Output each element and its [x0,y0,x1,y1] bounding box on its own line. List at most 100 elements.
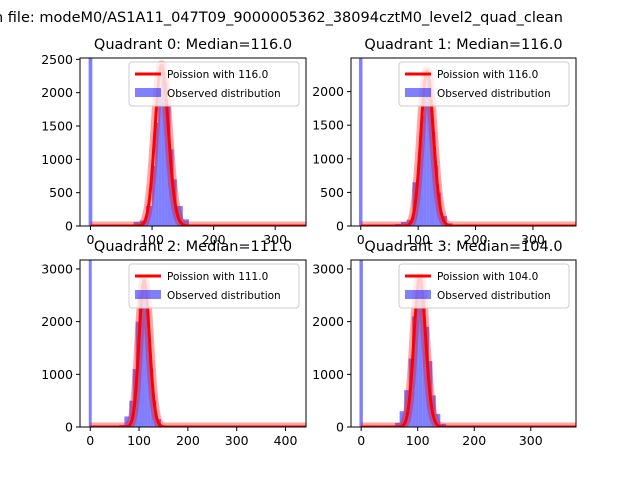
x-tick-label: 300 [519,433,543,448]
histogram-bar [429,88,433,226]
histogram-bar [423,88,427,226]
histogram-bar [129,400,133,427]
x-tick-label: 200 [464,232,488,247]
histogram-bar [432,131,436,226]
x-tick-label: 100 [406,433,430,448]
histogram-bar [359,58,363,226]
x-tick-label: 0 [357,433,365,448]
y-tick-label: 2000 [312,84,344,99]
x-tick-label: 300 [521,232,545,247]
histogram-bar [150,369,154,427]
y-tick-label: 1500 [41,119,73,134]
histogram-bar [152,166,156,226]
histogram-bar [182,219,189,226]
legend: Poission with 116.0 Observed distribution [398,61,570,107]
x-tick-label: 0 [86,232,94,247]
y-tick-label: 2000 [312,314,344,329]
y-tick-label: 2000 [41,85,73,100]
x-tick-label: 300 [263,232,287,247]
axes-frame [350,259,577,428]
histogram-bar [435,165,439,226]
histogram-bar [359,260,363,427]
legend-label-poisson: Poission with 104.0 [437,271,538,283]
x-tick-label: 100 [140,232,164,247]
figure-suptitle: n file: modeM0/AS1A11_047T09_9000005362_… [0,10,563,26]
histogram-bar [144,295,148,427]
y-tick-label: 2000 [41,314,73,329]
legend-bar-swatch [405,88,431,97]
histogram-bar [133,222,140,226]
histogram-bar [400,221,407,226]
y-tick-label: 0 [336,420,344,435]
histogram-bar [418,155,422,226]
axes-frame [79,259,307,428]
histogram-bar [435,413,441,427]
legend-box [128,61,300,107]
legend: Poission with 116.0 Observed distribution [128,61,300,107]
y-tick-label: 3000 [312,261,344,276]
histogram-bar [418,284,423,427]
subplot-title: Quadrant 2: Median=111.0 [94,239,292,255]
subplot-title: Quadrant 3: Median=104.0 [364,239,562,255]
histogram-bar [141,287,145,427]
x-tick-label: 400 [274,433,298,448]
histogram-bar [124,416,130,427]
y-tick-label: 500 [320,185,344,200]
subplot-quadrant-0: 0 100 200 300 0 500 1000 1500 2000 2500 Poission w… [41,37,307,247]
y-tick-label: 2500 [41,52,73,67]
legend-bar-swatch [135,88,161,97]
histogram-bar [155,122,159,226]
legend-label-poisson: Poission with 111.0 [167,271,268,283]
histogram-bar [88,260,92,427]
histogram-bar [138,295,142,427]
histogram-bar [421,115,424,226]
histogram-bar [176,206,183,226]
legend: Poission with 104.0 Observed distribution [398,263,570,309]
histogram-bar [412,316,416,427]
x-tick-label: 100 [406,232,430,247]
y-tick-label: 1000 [312,367,344,382]
x-tick-label: 200 [202,232,226,247]
axes-frame [79,57,307,227]
histogram-bar [147,332,151,427]
histogram-bar [422,297,426,427]
legend-label-observed: Observed distribution [167,290,281,302]
axes-frame [350,57,577,227]
x-tick-label: 300 [225,433,249,448]
y-tick-label: 500 [49,185,73,200]
legend-label-poisson: Poission with 116.0 [167,69,268,81]
subplot-title: Quadrant 1: Median=116.0 [364,37,562,53]
plot-area [86,58,306,226]
x-tick-label: 100 [127,433,151,448]
subplot-quadrant-1: 0 100 200 300 0 500 1000 1500 2000 Poission with … [312,37,577,247]
x-tick-label: 0 [86,433,94,448]
histogram-bar [158,89,162,226]
histogram-bar [145,206,153,226]
subplot-title: Quadrant 0: Median=116.0 [94,37,292,53]
y-tick-label: 1000 [41,367,73,382]
legend-label-observed: Observed distribution [437,290,551,302]
x-tick-label: 200 [176,433,200,448]
y-tick-label: 0 [65,420,73,435]
histogram-bar [395,422,400,427]
histogram-bar [164,82,168,226]
y-tick-label: 1000 [312,151,344,166]
y-tick-label: 0 [65,219,73,234]
y-tick-label: 1500 [312,118,344,133]
subplot-quadrant-2: 0 100 200 300 400 0 1000 2000 3000 Poission with … [41,239,307,448]
legend-label-observed: Observed distribution [167,88,281,100]
legend-label-poisson: Poission with 116.0 [437,69,538,81]
x-tick-label: 0 [357,232,365,247]
histogram-bar [161,72,165,226]
legend-box [128,263,300,309]
legend-box [398,61,570,107]
histogram-bar [404,390,409,427]
y-tick-label: 3000 [41,261,73,276]
histogram-bar [426,78,430,226]
histogram-bar [432,395,436,427]
histogram-bar [399,411,405,427]
legend-bar-swatch [405,290,431,299]
